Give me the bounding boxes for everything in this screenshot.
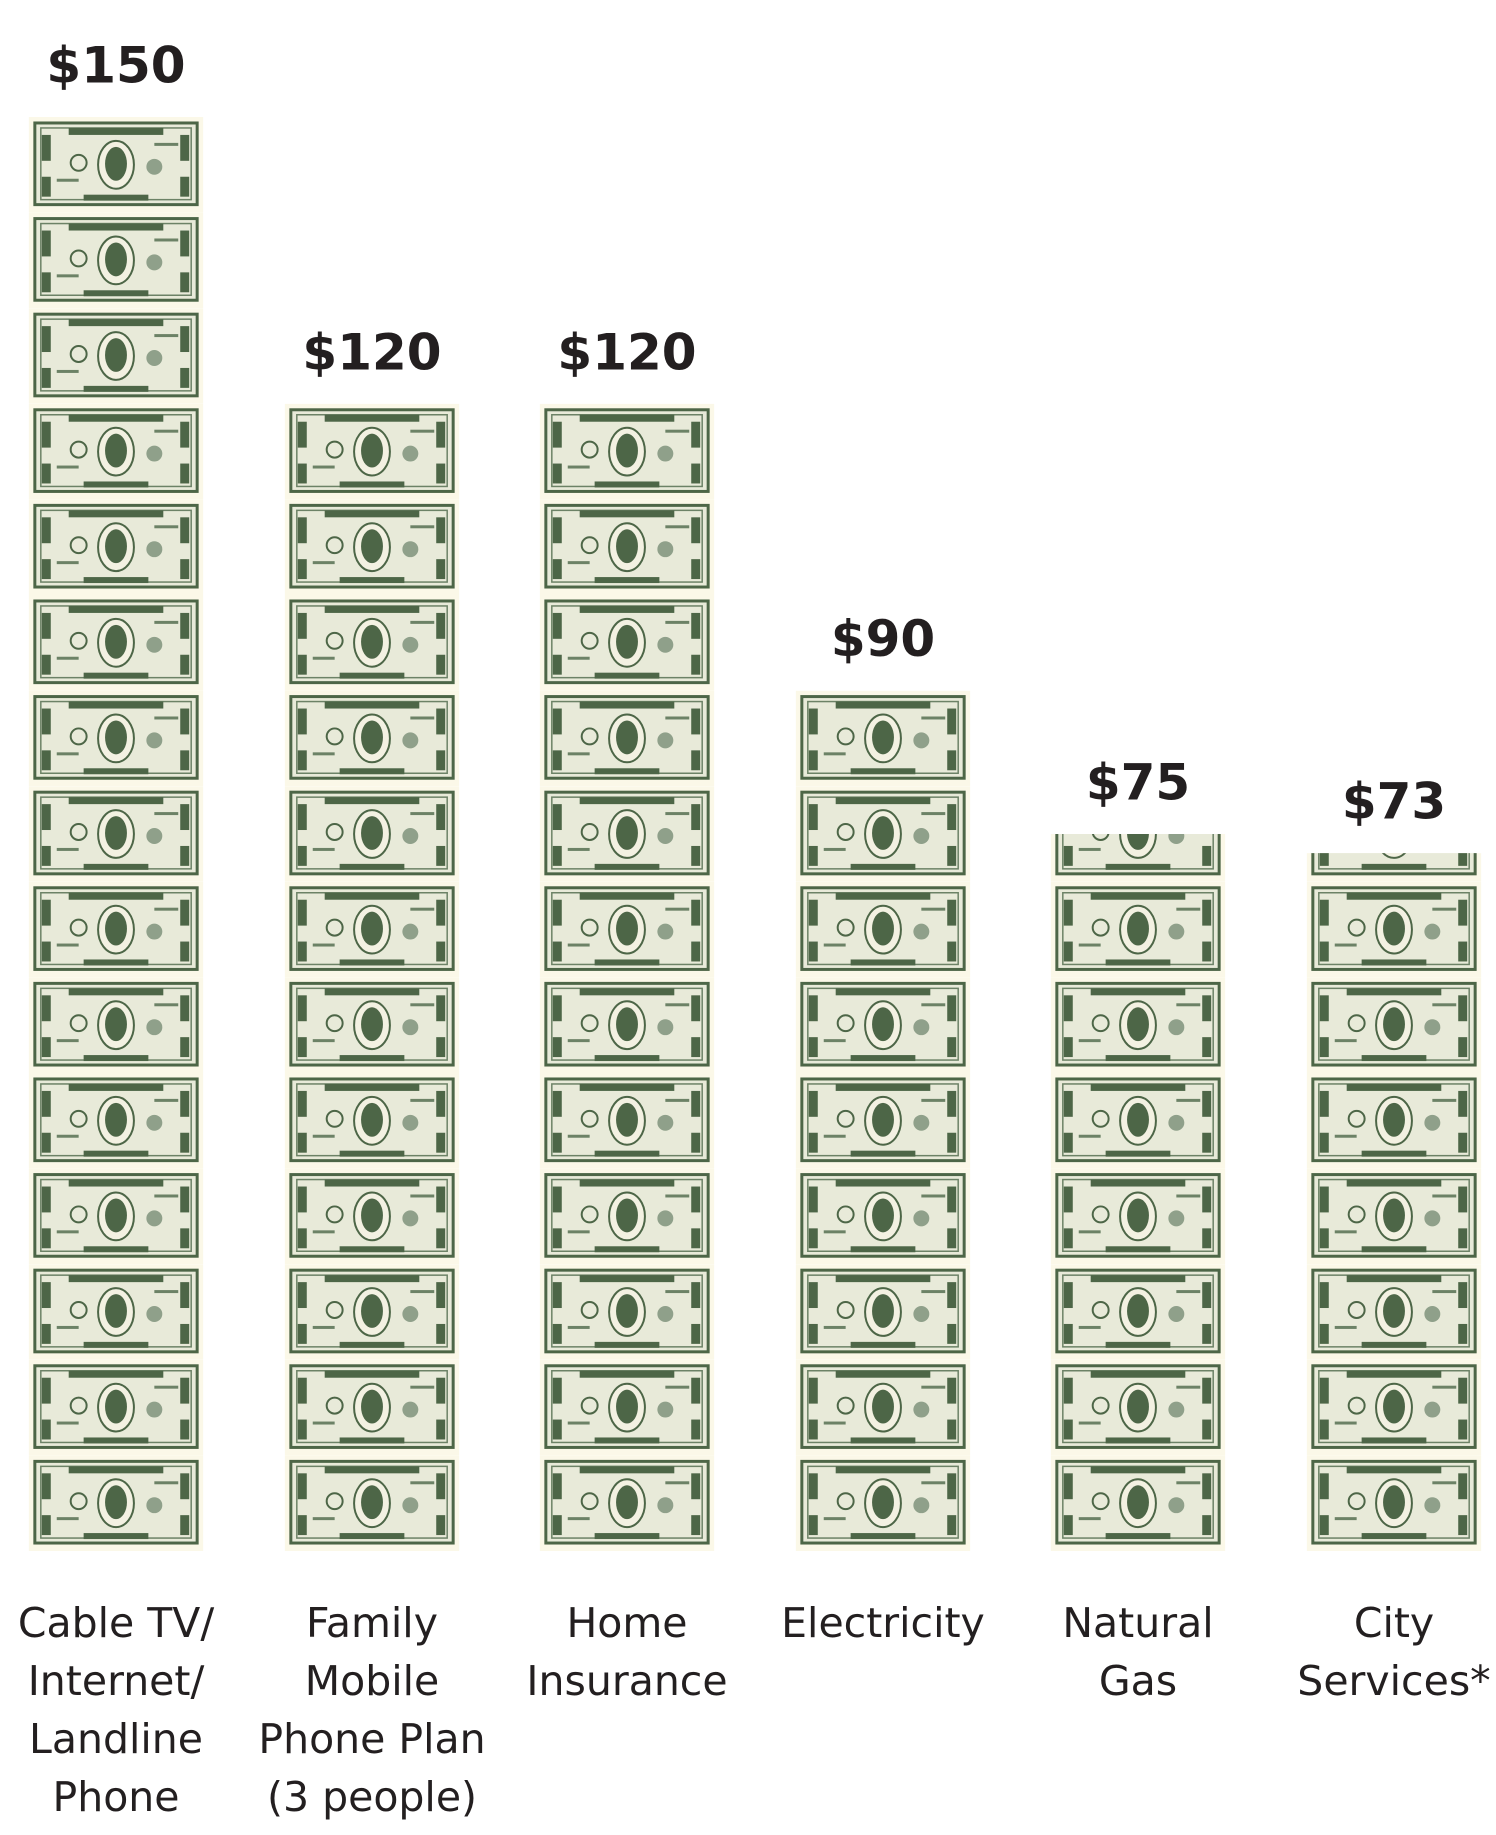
bill bbox=[285, 1360, 459, 1456]
value-label: $73 bbox=[1342, 773, 1446, 831]
bill bbox=[540, 404, 714, 500]
bill bbox=[1051, 1073, 1225, 1169]
bill bbox=[285, 1169, 459, 1265]
bill bbox=[1307, 882, 1481, 978]
bill bbox=[285, 499, 459, 595]
category-label: City Services* bbox=[1264, 1594, 1496, 1710]
bill bbox=[796, 691, 970, 787]
bill bbox=[29, 1073, 203, 1169]
bill bbox=[1051, 977, 1225, 1073]
value-label: $90 bbox=[831, 610, 935, 668]
bill bbox=[29, 308, 203, 404]
bill bbox=[796, 1264, 970, 1360]
bill bbox=[285, 977, 459, 1073]
bill bbox=[285, 1264, 459, 1360]
bill bbox=[540, 1169, 714, 1265]
bill bbox=[540, 1455, 714, 1551]
bill bbox=[29, 977, 203, 1073]
bill bbox=[540, 882, 714, 978]
value-label: $120 bbox=[302, 323, 441, 381]
bill bbox=[1307, 977, 1481, 1073]
bill bbox=[1051, 1264, 1225, 1360]
bill bbox=[540, 595, 714, 691]
bill bbox=[29, 213, 203, 309]
bill-column bbox=[796, 595, 970, 1551]
bill-column bbox=[1051, 786, 1225, 1551]
bill bbox=[1051, 1360, 1225, 1456]
value-label: $120 bbox=[557, 323, 696, 381]
bill bbox=[29, 117, 203, 213]
bill bbox=[285, 882, 459, 978]
bill bbox=[285, 691, 459, 787]
bill-column bbox=[29, 117, 203, 1551]
bill bbox=[29, 1264, 203, 1360]
bill bbox=[540, 499, 714, 595]
bill bbox=[1051, 1169, 1225, 1265]
bill bbox=[796, 786, 970, 882]
bill bbox=[796, 1073, 970, 1169]
bill bbox=[29, 882, 203, 978]
category-label: Home Insurance bbox=[497, 1594, 757, 1710]
bill bbox=[796, 882, 970, 978]
bill bbox=[1307, 1264, 1481, 1360]
bill bbox=[540, 1264, 714, 1360]
value-label: $150 bbox=[46, 37, 185, 95]
bill bbox=[29, 404, 203, 500]
bill bbox=[540, 1073, 714, 1169]
bill bbox=[285, 786, 459, 882]
bill bbox=[285, 1455, 459, 1551]
chart: $150 $120 $120 $90 $75 $73 bbox=[0, 0, 1496, 1835]
bill bbox=[540, 1360, 714, 1456]
bill bbox=[1307, 1360, 1481, 1456]
bill bbox=[796, 1169, 970, 1265]
bill bbox=[29, 499, 203, 595]
category-label: Family Mobile Phone Plan (3 people) bbox=[242, 1594, 502, 1826]
bill bbox=[1307, 1455, 1481, 1551]
bill bbox=[1051, 882, 1225, 978]
bill bbox=[540, 691, 714, 787]
category-label: Cable TV/ Internet/ Landline Phone bbox=[0, 1594, 246, 1826]
bill-column bbox=[1307, 786, 1481, 1551]
bill bbox=[540, 786, 714, 882]
bill bbox=[29, 1169, 203, 1265]
bill bbox=[540, 977, 714, 1073]
bill bbox=[285, 404, 459, 500]
page: {"chart_data": {"type": "pictograph", "c… bbox=[0, 0, 1496, 1835]
bill bbox=[1307, 1169, 1481, 1265]
bill bbox=[29, 1455, 203, 1551]
bill bbox=[29, 1360, 203, 1456]
category-label: Natural Gas bbox=[1008, 1594, 1268, 1710]
bill bbox=[796, 1360, 970, 1456]
bill-column bbox=[285, 308, 459, 1551]
bill-column bbox=[540, 308, 714, 1551]
category-label: Electricity bbox=[753, 1594, 1013, 1652]
bill bbox=[796, 1455, 970, 1551]
value-label: $75 bbox=[1086, 754, 1190, 812]
bill bbox=[285, 1073, 459, 1169]
bill bbox=[29, 691, 203, 787]
bill bbox=[796, 977, 970, 1073]
bill bbox=[29, 786, 203, 882]
bill bbox=[1051, 1455, 1225, 1551]
bill bbox=[285, 595, 459, 691]
bill bbox=[1307, 1073, 1481, 1169]
bill bbox=[29, 595, 203, 691]
